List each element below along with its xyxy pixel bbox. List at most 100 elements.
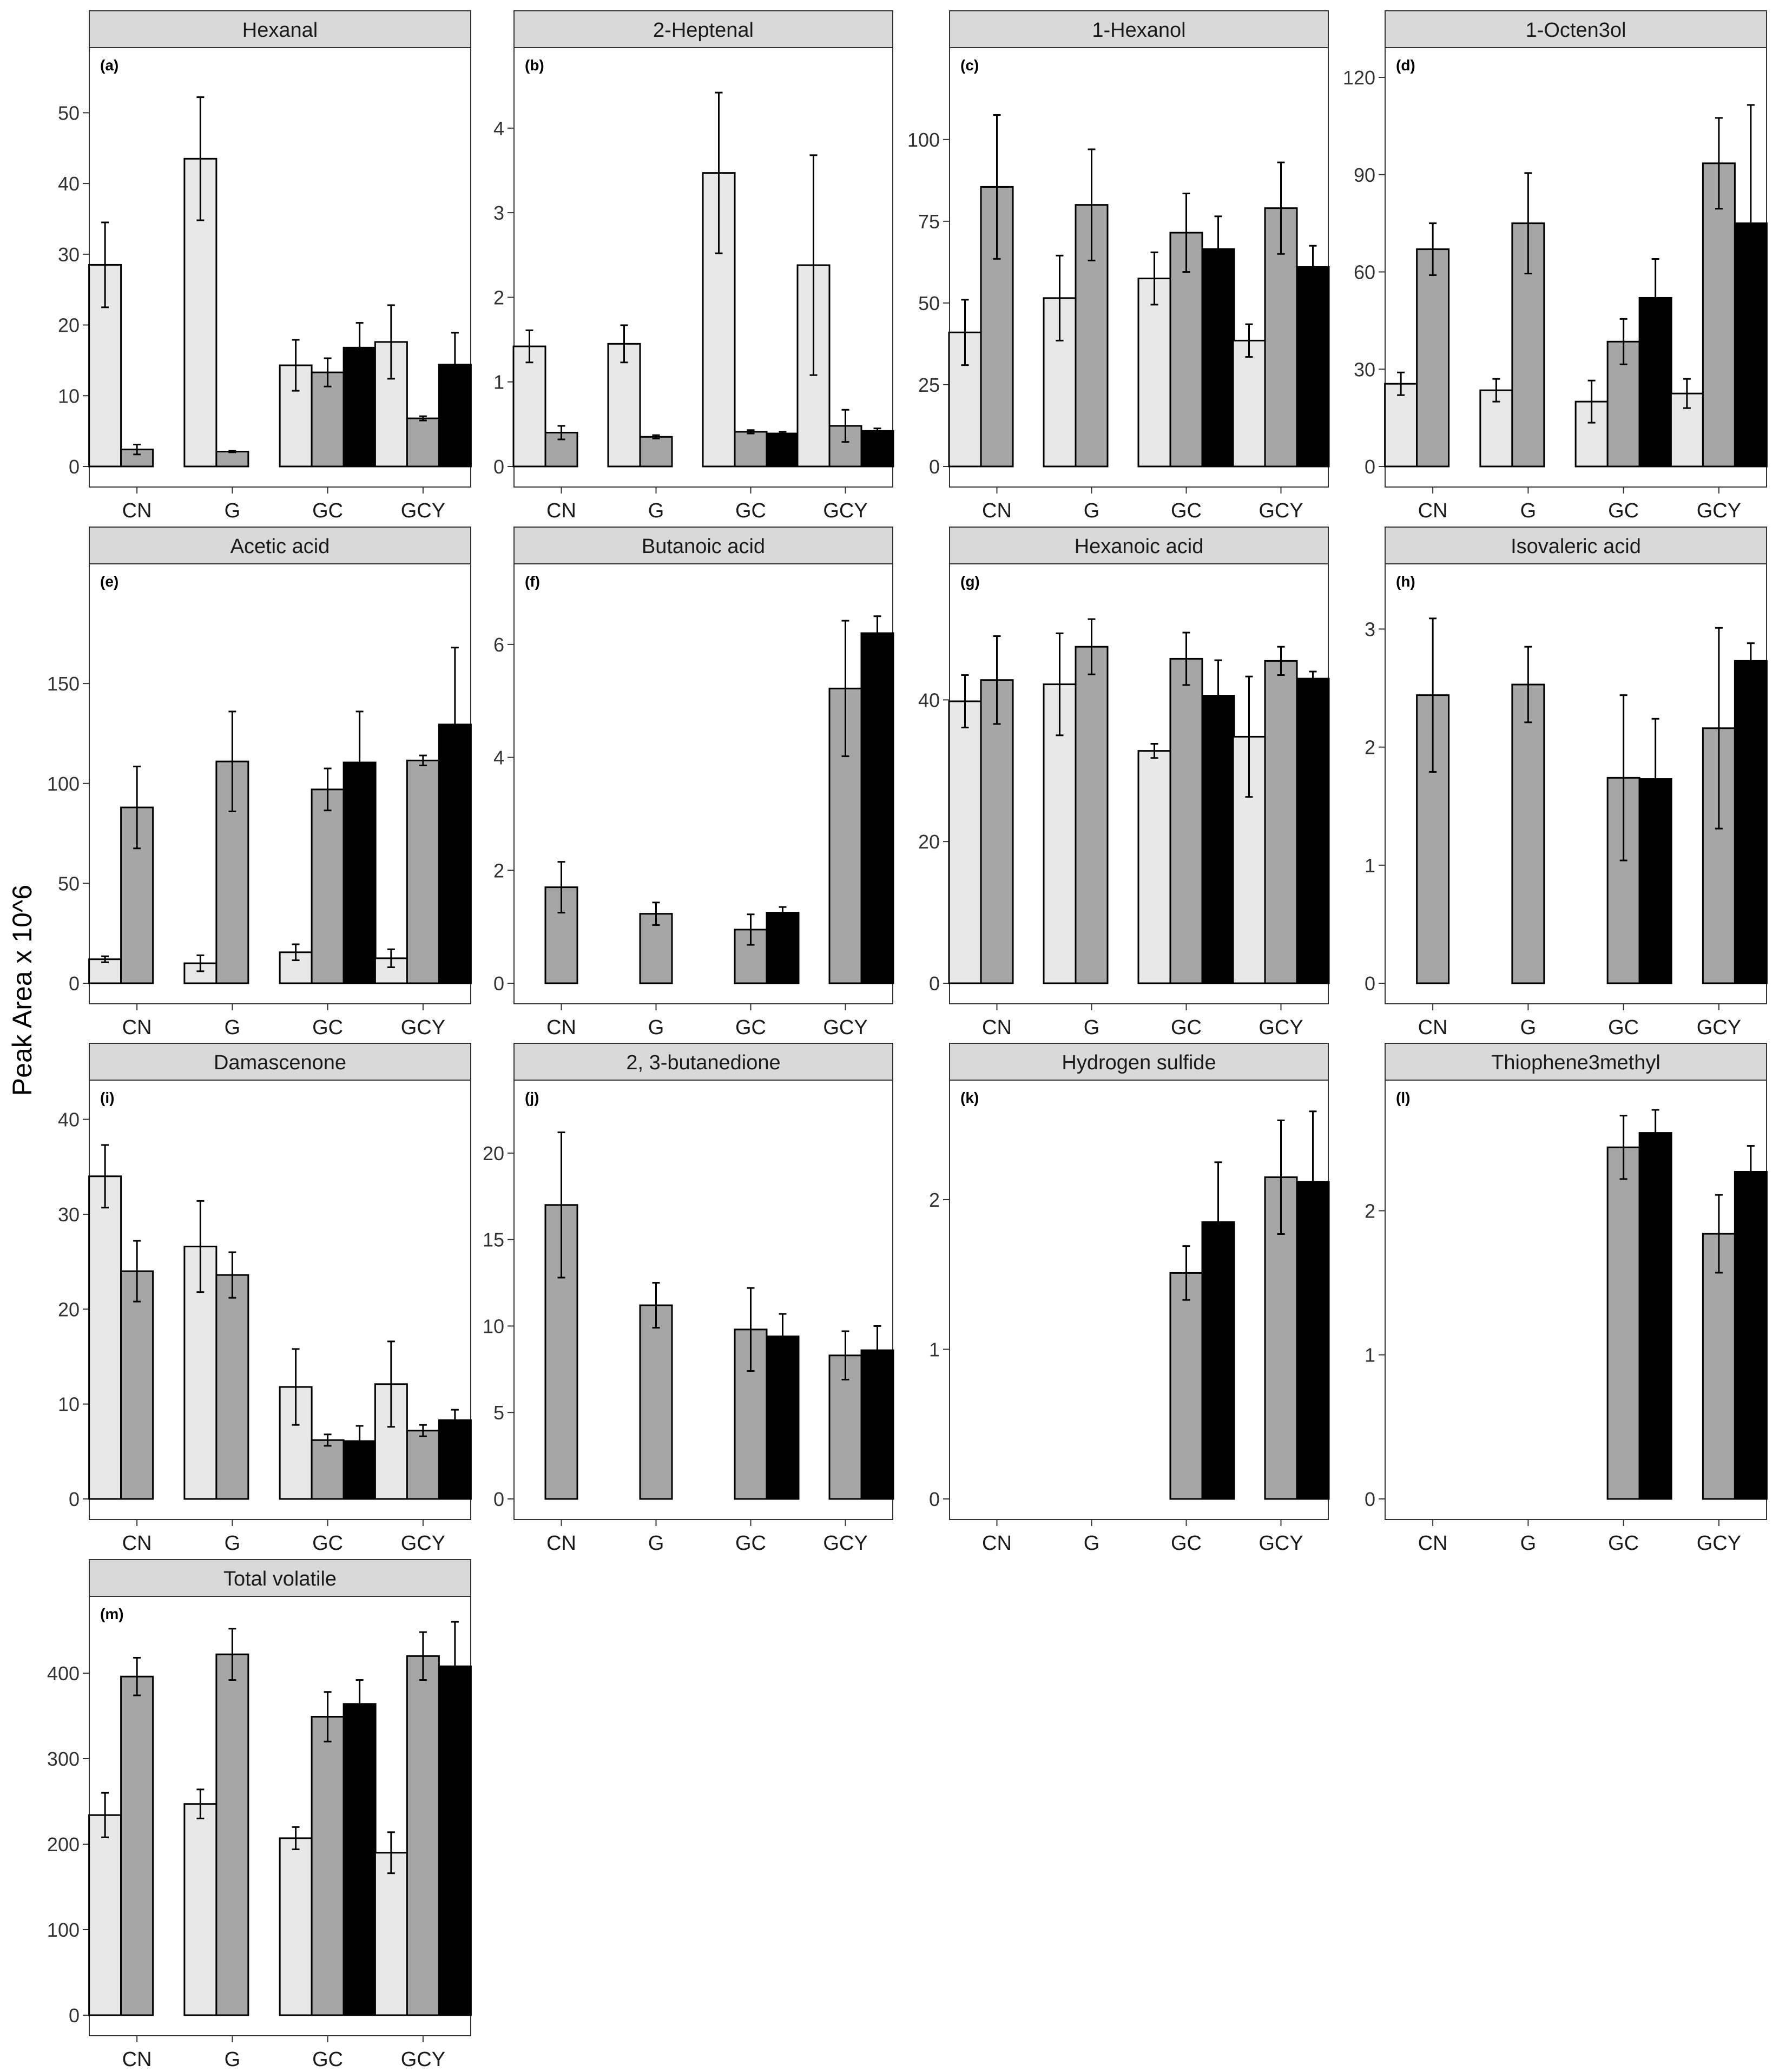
- chart-panel: Hexanal (a) 0 10 20 30 40 50 CN G GC GCY: [58, 10, 472, 522]
- panel-title: 1-Octen3ol: [1526, 19, 1626, 42]
- x-tick-label: GC: [1608, 1532, 1639, 1555]
- panel-tag: (b): [525, 57, 544, 74]
- chart-panel: Hexanoic acid (g) 0 20 40 CN G GC GCY: [918, 527, 1330, 1039]
- panel-tag: (a): [100, 57, 118, 74]
- y-tick-label: 20: [58, 314, 80, 337]
- x-tick-label: CN: [982, 1016, 1012, 1039]
- x-tick-label: CN: [122, 2048, 152, 2069]
- y-tick-label: 30: [58, 244, 80, 266]
- bar: [860, 632, 894, 984]
- x-tick-label: GCY: [401, 1532, 445, 1555]
- bar: [311, 371, 345, 468]
- y-tick-label: 0: [929, 1488, 940, 1510]
- x-tick-label: GCY: [401, 2048, 445, 2069]
- y-tick-label: 50: [58, 102, 80, 124]
- x-tick-label: G: [225, 1532, 241, 1555]
- y-tick-label: 50: [918, 292, 940, 314]
- x-tick-label: GC: [312, 1532, 343, 1555]
- panel-strip: [949, 527, 1329, 564]
- x-tick-label: CN: [122, 499, 152, 522]
- y-tick-label: 50: [58, 872, 80, 894]
- bar: [88, 1175, 122, 1500]
- panel-title: Hexanal: [242, 19, 318, 42]
- bar: [860, 430, 894, 468]
- x-tick-label: GC: [1171, 1016, 1202, 1039]
- x-tick-label: G: [648, 1016, 664, 1039]
- panel-tag: (g): [960, 573, 980, 590]
- panel-tag: (c): [960, 57, 979, 74]
- y-tick-label: 2: [1365, 1200, 1375, 1222]
- x-tick-label: CN: [982, 499, 1012, 522]
- x-tick-label: CN: [546, 1532, 576, 1555]
- y-tick-label: 1: [1365, 1344, 1375, 1366]
- bar: [1479, 389, 1513, 468]
- panel-strip: [89, 527, 471, 564]
- panel-strip: [1385, 527, 1767, 564]
- y-tick-label: 0: [69, 2004, 80, 2027]
- x-tick-label: GCY: [1697, 1532, 1741, 1555]
- x-tick-label: G: [1520, 1016, 1537, 1039]
- x-tick-label: CN: [982, 1532, 1012, 1555]
- x-tick-label: G: [1084, 499, 1100, 522]
- x-tick-label: G: [1520, 1532, 1537, 1555]
- x-tick-label: G: [1520, 499, 1537, 522]
- x-tick-label: CN: [122, 1016, 152, 1039]
- y-tick-label: 120: [1343, 67, 1375, 89]
- panel-title: Butanoic acid: [642, 535, 765, 558]
- y-tick-label: 60: [1354, 261, 1375, 284]
- bar: [1201, 695, 1235, 984]
- x-tick-label: G: [648, 499, 664, 522]
- y-tick-label: 2: [493, 286, 504, 308]
- panel-tag: (l): [1396, 1089, 1410, 1106]
- panel-tag: (d): [1396, 57, 1415, 74]
- y-tick-label: 0: [493, 1488, 504, 1510]
- bar: [1734, 660, 1768, 984]
- bar: [1075, 646, 1109, 984]
- bar: [1201, 248, 1235, 468]
- panel-title: Acetic acid: [230, 535, 330, 558]
- y-tick-label: 100: [907, 129, 940, 151]
- y-tick-label: 30: [58, 1203, 80, 1226]
- bar: [311, 1716, 345, 2016]
- bar: [215, 451, 249, 468]
- chart-panel: 2, 3-butanedione (j) 0 5 10 15 20 CN G GC GCY: [483, 1043, 894, 1555]
- chart-panel: Damascenone (i) 0 10 20 30 40 CN G GC GCY: [58, 1043, 472, 1555]
- y-tick-label: 3: [1365, 618, 1375, 640]
- panel-title: 2, 3-butanedione: [626, 1051, 780, 1074]
- panel-title: Hydrogen sulfide: [1062, 1051, 1216, 1074]
- panel-strip: [89, 1043, 471, 1081]
- panel-strip: [1385, 1043, 1767, 1081]
- x-tick-label: GCY: [1259, 1532, 1303, 1555]
- bar: [406, 1430, 440, 1500]
- x-tick-label: CN: [1418, 1016, 1448, 1039]
- bar: [948, 700, 982, 984]
- chart-panel: Total volatile (m) 0 100 200 300 400 CN G GC GCY: [47, 1559, 472, 2071]
- y-tick-label: 4: [493, 117, 504, 140]
- bar: [639, 1304, 673, 1500]
- bar: [183, 1803, 218, 2016]
- x-tick-label: CN: [546, 1016, 576, 1039]
- x-tick-label: GC: [1171, 1532, 1202, 1555]
- x-tick-label: GC: [735, 1016, 766, 1039]
- bar: [1232, 339, 1266, 468]
- y-tick-label: 25: [918, 374, 940, 396]
- y-tick-label: 40: [58, 173, 80, 195]
- bar: [1384, 383, 1418, 468]
- bar: [438, 1419, 472, 1500]
- x-tick-label: G: [225, 499, 241, 522]
- x-tick-label: G: [1084, 1016, 1100, 1039]
- panel-tag: (e): [100, 573, 118, 590]
- chart-panel: Acetic acid (e) 0 50 100 150 CN G GC GCY: [47, 527, 472, 1039]
- chart-panel: 1-Hexanol (c) 0 25 50 75 100 CN G GC GCY: [907, 10, 1330, 522]
- bar: [406, 1655, 440, 2016]
- bar: [512, 345, 546, 468]
- bar: [1296, 266, 1330, 468]
- y-tick-label: 20: [58, 1298, 80, 1320]
- y-tick-label: 10: [483, 1315, 504, 1337]
- panel-title: Thiophene3methyl: [1491, 1051, 1661, 1074]
- x-tick-label: GCY: [401, 1016, 445, 1039]
- y-tick-label: 0: [493, 972, 504, 995]
- x-tick-label: GC: [735, 499, 766, 522]
- y-tick-label: 0: [1365, 456, 1375, 478]
- y-tick-label: 10: [58, 1393, 80, 1416]
